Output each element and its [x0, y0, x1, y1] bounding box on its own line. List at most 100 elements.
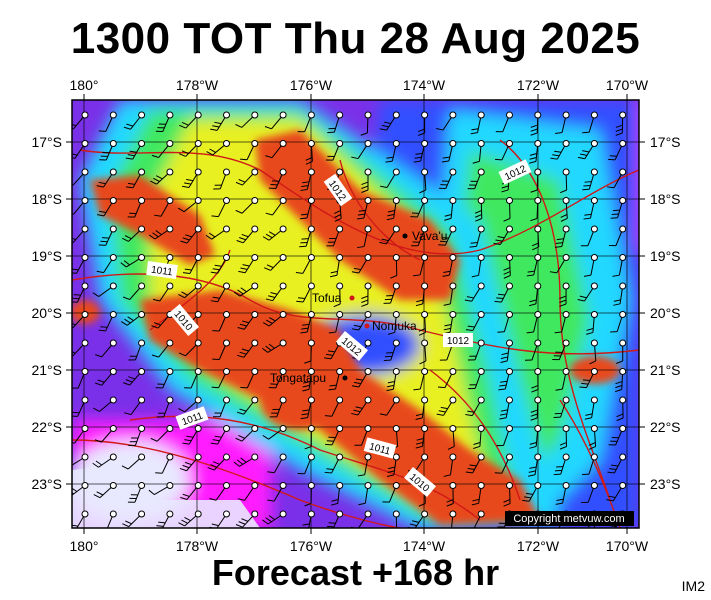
wind-station-dot: [534, 311, 542, 318]
wind-station-dot: [223, 368, 230, 375]
axis-ticks: [66, 94, 645, 534]
wind-station-dot: [194, 339, 202, 347]
wind-barb-feather: [334, 214, 342, 218]
wind-barb-feather: [122, 237, 129, 242]
wind-station-dot: [534, 482, 542, 489]
wind-barb-feather: [358, 502, 366, 506]
wind-barb-feather: [497, 236, 505, 239]
place-tongatapu: Tongatapu: [270, 371, 326, 385]
wind-station-dot: [81, 225, 89, 233]
wind-barb-feather: [148, 234, 156, 240]
wind-barb-feather: [72, 272, 77, 274]
wind-station-dot: [279, 282, 287, 290]
wind-barb-feather: [182, 442, 190, 445]
wind-station-dot: [138, 453, 146, 461]
place-nomuka: Nomuka: [372, 319, 417, 333]
wind-station-dot: [251, 254, 259, 261]
wind-station-dot: [506, 111, 513, 119]
wind-barb-feather: [72, 442, 75, 444]
wind-station-dot: [534, 254, 542, 261]
wind-barb-feather: [353, 324, 361, 328]
wind-barb-feather: [465, 471, 473, 474]
wind-barb-feather: [500, 380, 508, 383]
wind-barb-feather: [530, 128, 538, 132]
wind-station-dot: [590, 168, 598, 176]
wind-barb-feather: [96, 491, 104, 496]
wind-barb-feather: [583, 217, 591, 220]
lat-label: 20°S: [31, 305, 62, 321]
wind-barb-feather: [210, 128, 218, 131]
wind-barb-feather: [65, 492, 71, 496]
wind-barb-feather: [522, 499, 530, 502]
wind-station-dot: [619, 254, 627, 261]
wind-barb-feather: [615, 124, 623, 128]
lon-label: 178°W: [176, 538, 219, 554]
lon-label: 172°W: [517, 538, 560, 554]
wind-barb-feather: [554, 150, 562, 153]
wind-barb-feather: [530, 189, 538, 193]
wind-station-dot: [562, 111, 570, 119]
wind-barb-feather: [503, 271, 511, 275]
wind-barb-feather: [182, 493, 190, 497]
wind-station-dot: [477, 111, 485, 119]
wind-station-dot: [81, 168, 89, 176]
wind-barb-feather: [390, 532, 396, 535]
wind-barb-feather: [613, 303, 621, 306]
wind-barb-feather: [235, 209, 243, 214]
wind-barb-feather: [559, 299, 567, 303]
wind-barb-feather: [466, 296, 474, 299]
wind-barb-feather: [333, 303, 341, 308]
wind-barb-feather: [331, 498, 339, 502]
wind-station-dot: [364, 254, 372, 261]
wind-barb-feather: [235, 181, 243, 186]
lon-label: 176°W: [290, 77, 333, 93]
wind-barb-feather: [381, 238, 389, 242]
wind-barb-feather: [153, 322, 161, 326]
wind-station-dot: [223, 482, 230, 489]
wind-station-dot: [223, 197, 230, 204]
wind-station-dot: [336, 396, 344, 404]
wind-barb-feather: [265, 345, 272, 351]
wind-barb-feather: [415, 413, 423, 417]
wind-station-dot: [166, 168, 174, 176]
wind-barb-feather: [501, 189, 509, 193]
wind-station-dot: [506, 482, 513, 489]
wind-station-dot: [251, 311, 259, 318]
wind-barb-feather: [155, 529, 162, 530]
lat-label: 20°S: [650, 305, 681, 321]
wind-station-dot: [81, 311, 89, 318]
wind-barb-feather: [211, 386, 219, 389]
wind-barb-feather: [586, 328, 594, 331]
wind-barb-feather: [100, 326, 108, 328]
wind-barb-feather: [584, 213, 592, 216]
isobar-label: 1012: [447, 336, 470, 347]
wind-barb-feather: [73, 294, 81, 296]
wind-barb-feather: [415, 152, 423, 155]
wind-station-dot: [449, 197, 457, 204]
wind-station-dot: [364, 311, 372, 318]
wind-barb-feather: [238, 270, 246, 274]
wind-station-dot: [223, 396, 230, 404]
wind-station-dot: [194, 510, 202, 518]
wind-barb-feather: [470, 132, 478, 135]
wind-barb-feather: [303, 381, 311, 384]
wind-station-dot: [421, 339, 429, 347]
wind-barb-feather: [262, 322, 270, 327]
wind-station-dot: [449, 453, 457, 461]
wind-barb-feather: [437, 386, 445, 389]
wind-station-dot: [251, 140, 259, 147]
wind-station-dot: [109, 425, 117, 432]
wind-barb-feather: [588, 532, 595, 535]
wind-station-dot: [307, 368, 315, 375]
wind-station-dot: [534, 225, 542, 233]
wind-station-dot: [619, 453, 627, 461]
lat-label: 23°S: [31, 476, 62, 492]
wind-barb-feather: [494, 300, 502, 303]
wind-barb-feather: [212, 268, 220, 271]
map-frame: [71, 99, 640, 529]
wind-station-dot: [194, 197, 202, 204]
wind-barb-feather: [127, 316, 134, 321]
wind-barb-feather: [351, 412, 359, 416]
wind-barb-feather: [525, 492, 534, 495]
